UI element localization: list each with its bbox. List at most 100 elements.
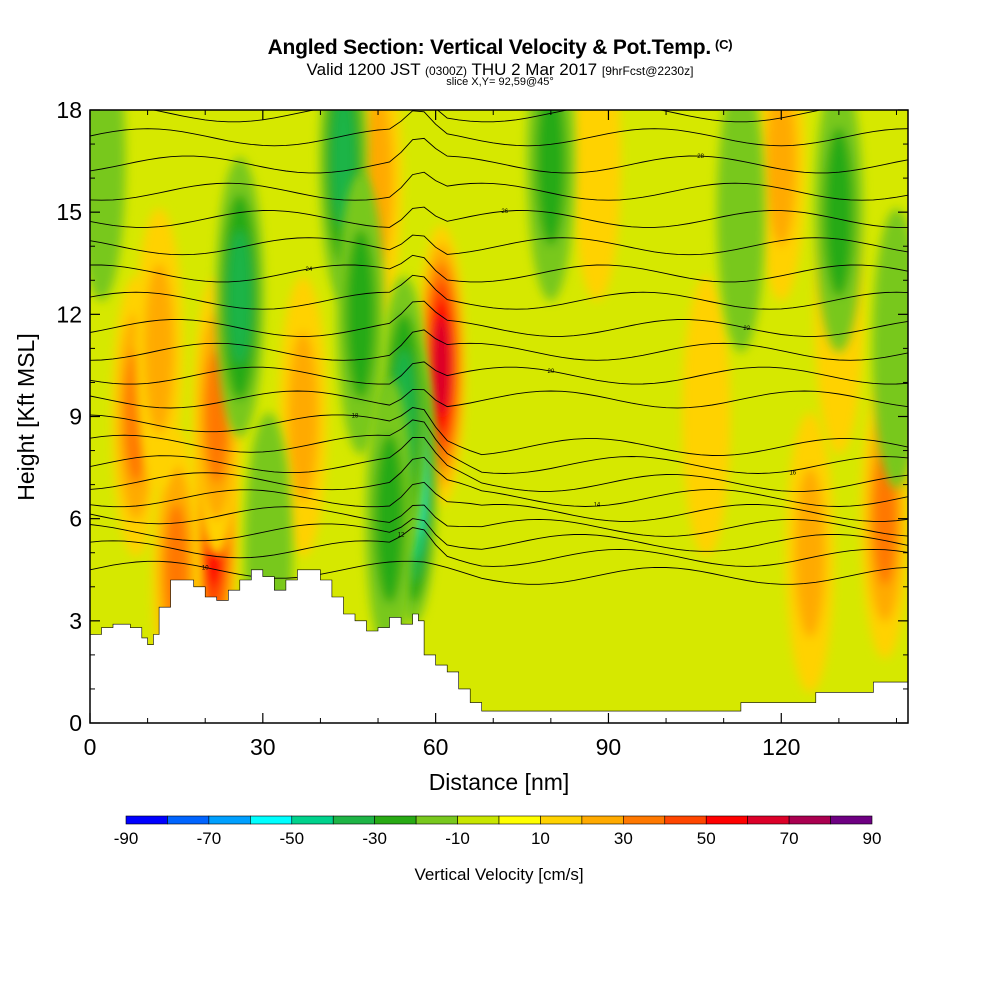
velocity-level: [872, 452, 897, 586]
colorbar-tick-label: 90: [863, 829, 882, 848]
colorbar-swatch: [208, 815, 251, 825]
velocity-level: [90, 110, 126, 302]
updraft-cell-13: [682, 276, 731, 557]
theta-contour: [90, 419, 908, 474]
theta-contour: [90, 274, 908, 310]
colorbar-swatch: [125, 815, 168, 825]
x-tick-label: 120: [762, 734, 800, 760]
contour-label: 22: [743, 326, 750, 332]
velocity-level: [345, 229, 376, 400]
theta-contour: [90, 456, 908, 507]
contour-label: 10: [202, 565, 209, 571]
y-tick-label: 3: [69, 608, 82, 634]
downdraft-cell-7: [526, 110, 575, 302]
colorbar-tick-label: -50: [279, 829, 304, 848]
theta-contour: [90, 234, 908, 256]
theta-contour: [90, 504, 908, 537]
colorbar-swatch: [374, 815, 417, 825]
downdraft-cell-11: [872, 208, 908, 489]
contour-label: 26: [501, 209, 508, 215]
contour-label: 18: [352, 414, 359, 420]
theta-contour: [90, 110, 908, 147]
colorbar-swatch: [291, 815, 334, 825]
updraft-cell-6: [135, 208, 184, 489]
theta-contour: [150, 110, 823, 123]
colorbar-label: Vertical Velocity [cm/s]: [414, 865, 583, 884]
y-tick-label: 9: [69, 404, 82, 430]
theta-contour: [90, 407, 908, 456]
theta-contour: [90, 137, 908, 174]
theta-contour: [90, 329, 908, 361]
slice-info: slice X,Y= 92,59@45°: [446, 76, 554, 88]
valid-time: Valid 1200 JST (0300Z) THU 2 Mar 2017 [9…: [306, 60, 694, 79]
x-tick-label: 30: [250, 734, 276, 760]
updraft-cell-8: [572, 110, 621, 302]
velocity-level: [872, 208, 908, 489]
colorbar-swatch: [581, 815, 624, 825]
velocity-level: [823, 127, 854, 298]
terrain: [90, 569, 908, 723]
velocity-level: [432, 317, 451, 414]
theta-contour: [90, 361, 908, 385]
colorbar-swatch: [664, 815, 707, 825]
colorbar-tick-label: 10: [531, 829, 550, 848]
velocity-cells: [90, 110, 908, 710]
velocity-level: [227, 230, 252, 364]
y-tick-label: 0: [69, 710, 82, 736]
y-tick-label: 18: [56, 97, 82, 123]
theta-contour: [90, 300, 908, 337]
velocity-level: [144, 263, 175, 434]
contour-label: 24: [306, 267, 313, 273]
colorbar-tick-label: -90: [114, 829, 139, 848]
velocity-level: [716, 110, 765, 353]
colorbar-swatch: [705, 815, 748, 825]
theta-contour: [90, 560, 908, 585]
theta-contour: [90, 206, 908, 228]
colorbar-tick-label: 30: [614, 829, 633, 848]
velocity-level: [766, 110, 797, 247]
downdraft-cell-4: [336, 174, 385, 455]
x-axis-label: Distance [nm]: [429, 769, 570, 795]
theta-contour: [90, 518, 908, 552]
colorbar-swatch: [498, 815, 541, 825]
y-tick-label: 15: [56, 199, 82, 225]
colorbar-tick-label: 50: [697, 829, 716, 848]
velocity-level: [682, 276, 731, 557]
colorbar-tick-label: 70: [780, 829, 799, 848]
contour-label: 20: [548, 369, 555, 375]
velocity-level: [535, 110, 566, 247]
x-tick-label: 90: [596, 734, 622, 760]
colorbar-swatch: [457, 815, 500, 825]
chart-title: Angled Section: Vertical Velocity & Pot.…: [267, 36, 733, 59]
y-tick-label: 6: [69, 506, 82, 532]
colorbar-tick-label: -70: [197, 829, 222, 848]
colorbar-swatch: [747, 815, 790, 825]
colorbar-swatch: [540, 815, 583, 825]
colorbar-swatch: [167, 815, 210, 825]
theta-contour: [90, 254, 908, 283]
theta-contour: [90, 437, 908, 492]
downdraft-cell-9: [716, 110, 765, 353]
contour-label: 16: [789, 471, 796, 477]
downdraft-cell-6: [90, 110, 126, 302]
velocity-level: [795, 467, 826, 638]
theta-contour: [90, 527, 908, 567]
theta-contour: [90, 481, 908, 522]
colorbar-swatch: [623, 815, 666, 825]
colorbar-swatch: [415, 815, 458, 825]
contour-label: 12: [398, 533, 405, 539]
colorbar: -90 -70 -50 -30 -10 10 30 50 70 90: [114, 815, 882, 848]
y-axis-label: Height [Kft MSL]: [13, 333, 39, 500]
colorbar-swatch: [788, 815, 831, 825]
colorbar-tick-label: -30: [362, 829, 387, 848]
theta-contour: [90, 171, 908, 201]
contour-label: 28: [697, 154, 704, 160]
colorbar-swatch: [830, 815, 873, 825]
y-tick-label: 12: [56, 301, 82, 327]
colorbar-swatch: [250, 815, 293, 825]
x-tick-label: 0: [84, 734, 97, 760]
axes: 0 30 60 90 120 0 3 6 9 12 15 18: [56, 97, 908, 760]
